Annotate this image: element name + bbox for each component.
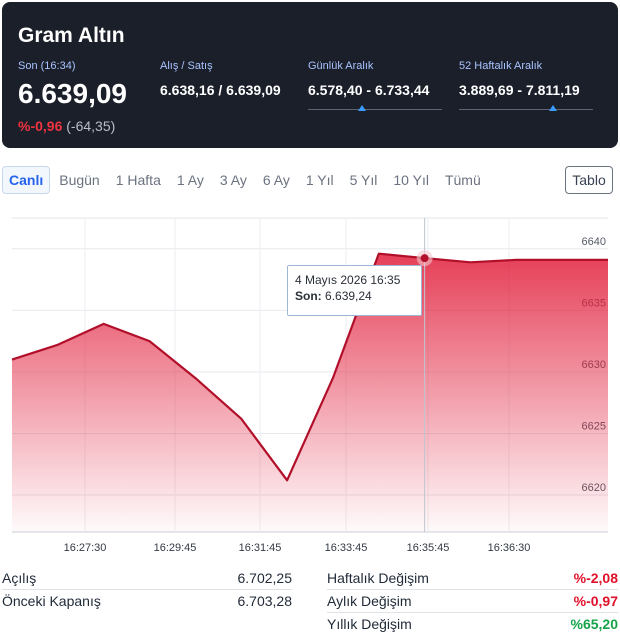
- tooltip-value-row: Son: 6.639,24: [295, 288, 414, 304]
- stat-row-yearly-change: Yıllık Değişim %65,20: [327, 613, 618, 633]
- stat-value: %-2,08: [573, 570, 618, 586]
- y-tick-label: 6640: [582, 236, 606, 248]
- week52-range-track: [459, 109, 593, 110]
- x-tick-label: 16:36:30: [488, 542, 531, 554]
- week52-range-value: 3.889,69 - 7.811,19: [459, 82, 580, 98]
- period-tabs: Canlı Bugün 1 Hafta 1 Ay 3 Ay 6 Ay 1 Yıl 5 Yıl 1…: [2, 166, 490, 194]
- change-percent: %-0,96: [18, 118, 63, 134]
- x-tick-label: 16:33:45: [325, 542, 368, 554]
- tab-7[interactable]: 5 Yıl: [349, 172, 378, 188]
- tab-9[interactable]: Tümü: [444, 172, 481, 188]
- series-area: [12, 253, 608, 532]
- daily-range-value: 6.578,40 - 6.733,44: [308, 82, 430, 98]
- table-view-button[interactable]: Tablo: [565, 166, 613, 194]
- stat-value: 6.703,28: [237, 593, 293, 609]
- stat-row-open: Açılış 6.702,25: [2, 567, 292, 589]
- stat-value: 6.702,25: [237, 570, 293, 586]
- series-line: [11, 252, 608, 482]
- stat-row-prev-close: Önceki Kapanış 6.703,28: [2, 590, 292, 612]
- stat-label: Önceki Kapanış: [2, 593, 101, 609]
- tab-4[interactable]: 3 Ay: [219, 172, 247, 188]
- change-absolute: (-64,35): [66, 118, 116, 134]
- stat-label: Haftalık Değişim: [327, 570, 429, 586]
- bid-ask-label: Alış / Satış: [160, 60, 213, 72]
- price-change: %-0,96 (-64,35): [18, 118, 115, 134]
- divider: [327, 612, 618, 613]
- price-chart[interactable]: 6620662566306635664016:27:3016:29:4516:3…: [0, 210, 620, 555]
- stat-row-monthly-change: Aylık Değişim %-0,97: [327, 590, 618, 612]
- tab-2[interactable]: 1 Hafta: [115, 172, 161, 188]
- divider: [327, 589, 618, 590]
- tooltip-date: 4 Mayıs 2026 16:35: [295, 273, 401, 287]
- tooltip-label: Son:: [295, 289, 322, 303]
- daily-range-label: Günlük Aralık: [308, 60, 374, 72]
- stat-row-weekly-change: Haftalık Değişim %-2,08: [327, 567, 618, 589]
- bid-ask-value: 6.638,16 / 6.639,09: [160, 82, 281, 98]
- stat-label: Yıllık Değişim: [327, 616, 412, 632]
- tab-1[interactable]: Bugün: [59, 172, 100, 188]
- price-header: Gram Altın Son (16:34) 6.639,09 %-0,96 (…: [2, 2, 618, 148]
- chart-tooltip: 4 Mayıs 2026 16:35 Son: 6.639,24: [287, 265, 422, 316]
- hover-point: [420, 254, 429, 263]
- x-tick-label: 16:27:30: [64, 542, 107, 554]
- tab-3[interactable]: 1 Ay: [176, 172, 204, 188]
- last-price-label: Son (16:34): [18, 60, 76, 72]
- x-tick-label: 16:35:45: [407, 542, 450, 554]
- instrument-title: Gram Altın: [18, 24, 125, 47]
- daily-range-marker-icon: [357, 105, 366, 111]
- tab-8[interactable]: 10 Yıl: [393, 172, 429, 188]
- stat-label: Açılış: [2, 570, 37, 586]
- week52-range-label: 52 Haftalık Aralık: [459, 60, 543, 72]
- tab-5[interactable]: 6 Ay: [262, 172, 290, 188]
- week52-range-marker-icon: [548, 105, 557, 111]
- daily-range-track: [308, 109, 442, 110]
- stat-value: %-0,97: [573, 593, 618, 609]
- x-tick-label: 16:31:45: [239, 542, 282, 554]
- tab-6[interactable]: 1 Yıl: [305, 172, 334, 188]
- stat-value: %65,20: [570, 616, 618, 632]
- divider: [2, 589, 292, 590]
- stat-label: Aylık Değişim: [327, 593, 412, 609]
- tab-0[interactable]: Canlı: [2, 166, 51, 194]
- last-price-value: 6.639,09: [18, 78, 127, 109]
- x-tick-label: 16:29:45: [154, 542, 197, 554]
- tooltip-value: 6.639,24: [325, 289, 372, 303]
